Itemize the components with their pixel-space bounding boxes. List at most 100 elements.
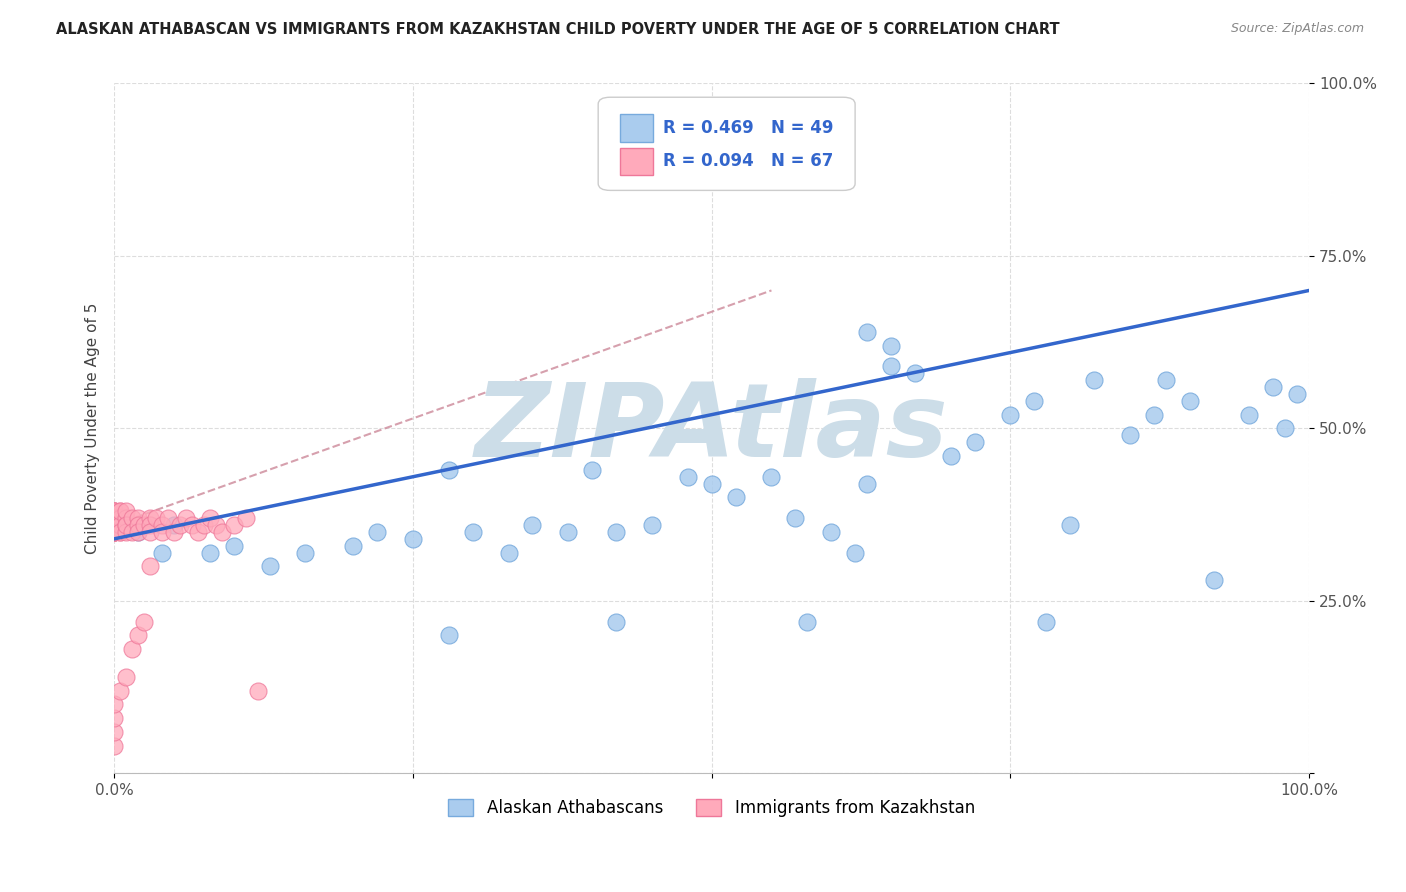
Point [139,518,162,533]
Point [498,546,520,560]
Point [103,524,125,539]
FancyBboxPatch shape [620,114,654,142]
Point [156,511,179,525]
Point [1239,408,1261,422]
Point [904,366,927,380]
Point [145,511,167,525]
Point [785,511,807,525]
Point [150,518,173,533]
Text: R = 0.094   N = 67: R = 0.094 N = 67 [662,153,834,170]
Point [522,518,544,533]
Point [402,532,425,546]
Point [1154,373,1177,387]
Point [103,511,125,525]
Point [121,524,143,539]
Point [103,504,125,518]
Point [163,518,186,533]
Point [1083,373,1105,387]
Point [820,524,842,539]
Point [1119,428,1142,442]
Point [103,504,125,518]
Point [366,524,388,539]
Point [103,511,125,525]
Point [127,524,149,539]
Point [115,670,138,684]
Point [174,511,197,525]
Point [115,518,138,533]
Point [1024,393,1046,408]
Point [880,359,903,374]
Point [127,518,149,533]
Point [108,518,131,533]
Point [581,463,603,477]
Text: ZIPAtlas: ZIPAtlas [475,378,949,479]
Point [676,469,699,483]
Point [557,524,579,539]
Point [856,476,879,491]
Point [132,615,155,629]
Point [103,518,125,533]
Point [211,524,233,539]
Point [103,511,125,525]
Point [163,524,186,539]
Point [761,469,783,483]
Point [127,524,149,539]
Point [103,504,125,518]
Legend: Alaskan Athabascans, Immigrants from Kazakhstan: Alaskan Athabascans, Immigrants from Kaz… [441,792,981,823]
Point [1178,393,1201,408]
Point [108,504,131,518]
Point [103,739,125,753]
Point [115,504,138,518]
Point [1286,387,1309,401]
Point [294,546,316,560]
Y-axis label: Child Poverty Under the Age of 5: Child Poverty Under the Age of 5 [86,302,100,554]
Point [605,524,627,539]
Point [103,524,125,539]
Point [150,524,173,539]
Point [103,725,125,739]
Point [198,546,221,560]
Point [108,511,131,525]
Point [103,524,125,539]
Point [169,518,191,533]
Point [103,698,125,712]
Point [700,476,723,491]
Point [222,518,245,533]
Point [103,524,125,539]
Point [103,518,125,533]
Point [1059,518,1081,533]
Point [796,615,818,629]
Point [605,615,627,629]
Point [127,511,149,525]
Point [461,524,484,539]
Point [880,338,903,352]
Text: Source: ZipAtlas.com: Source: ZipAtlas.com [1230,22,1364,36]
Point [180,518,202,533]
Point [1000,408,1022,422]
Point [193,518,215,533]
Point [342,539,364,553]
Point [150,546,173,560]
Point [139,559,162,574]
Point [108,504,131,518]
Point [103,518,125,533]
Point [121,642,143,657]
Point [246,683,269,698]
Point [103,518,125,533]
Point [1035,615,1057,629]
Point [103,518,125,533]
Point [103,511,125,525]
Point [222,539,245,553]
Point [259,559,281,574]
Point [844,546,866,560]
Point [235,511,257,525]
Point [103,511,125,525]
Point [1202,573,1225,587]
Point [139,511,162,525]
Point [437,463,460,477]
Point [1274,421,1296,435]
Point [939,449,962,463]
Text: R = 0.469   N = 49: R = 0.469 N = 49 [662,120,834,137]
Point [115,518,138,533]
Point [103,518,125,533]
